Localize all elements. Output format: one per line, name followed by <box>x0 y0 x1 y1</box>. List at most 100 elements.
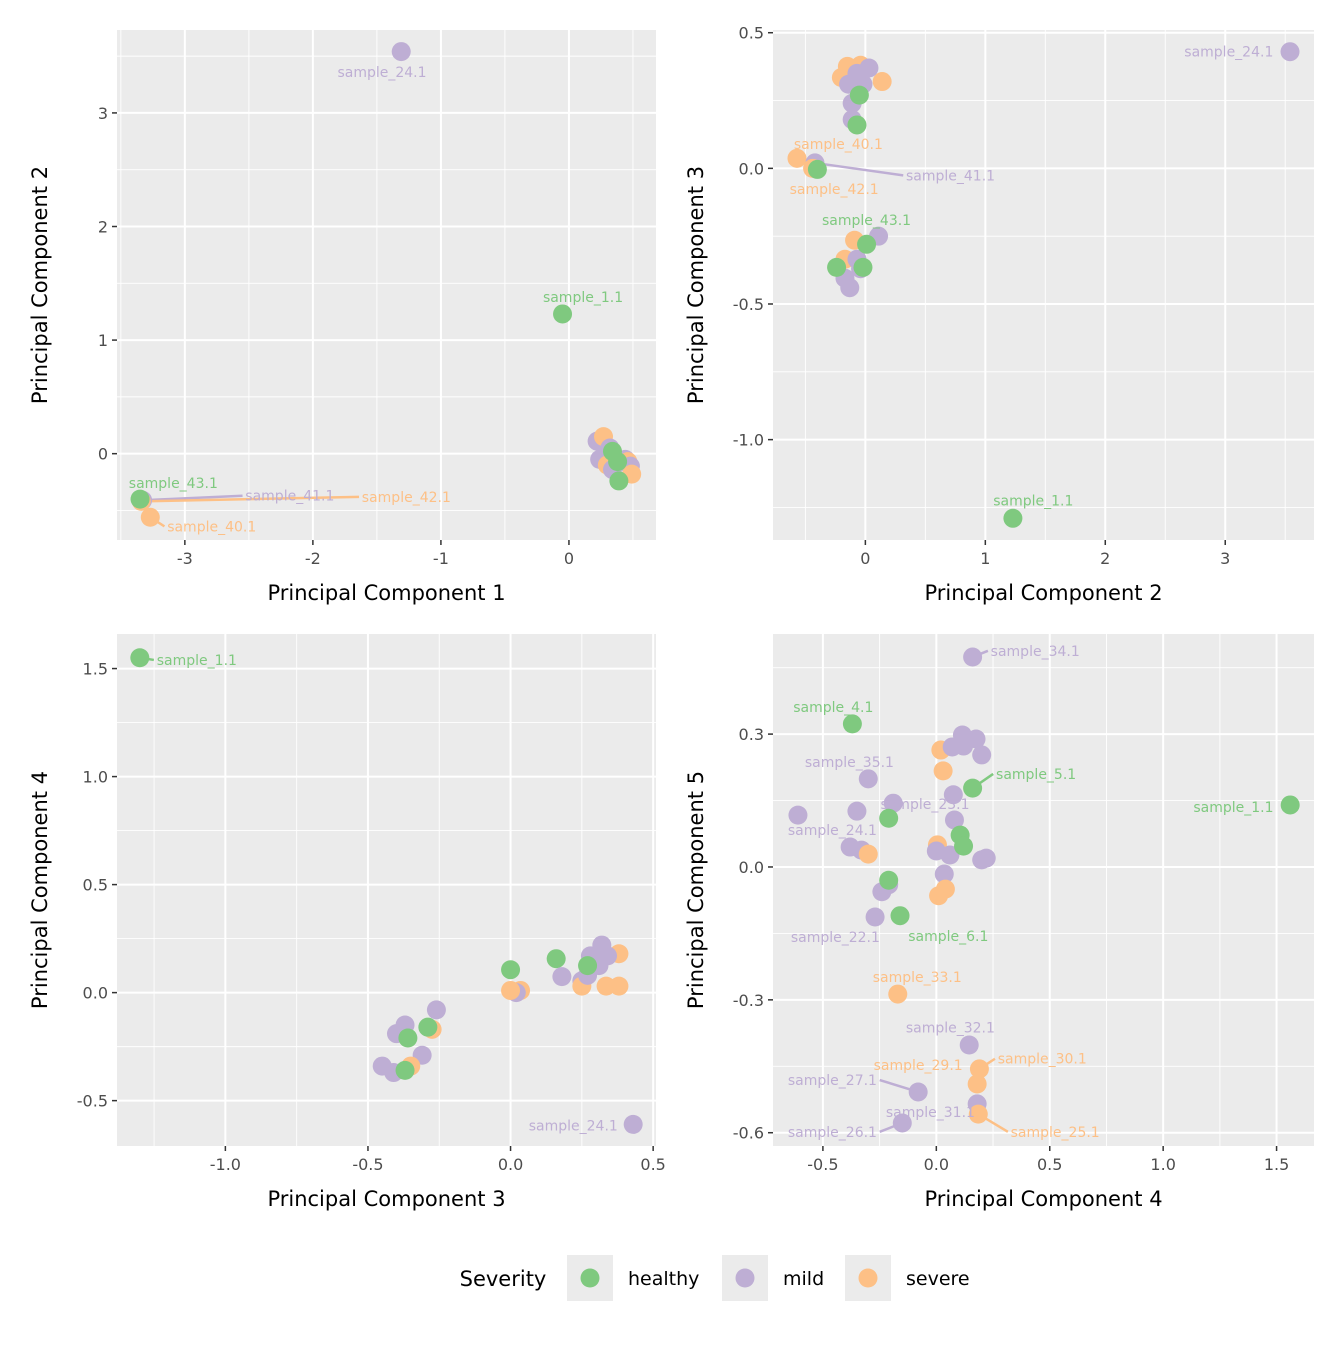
point-healthy[interactable] <box>842 714 862 734</box>
legend-key-healthy <box>580 1268 600 1288</box>
point-severe[interactable] <box>933 761 953 781</box>
point-healthy[interactable] <box>398 1028 418 1048</box>
point-healthy[interactable] <box>395 1060 415 1080</box>
y-tick-label: 1.0 <box>83 768 108 787</box>
point-label: sample_29.1 <box>874 1058 963 1074</box>
point-mild[interactable] <box>966 729 986 749</box>
point-mild[interactable] <box>847 801 867 821</box>
point-label: sample_1.1 <box>543 290 623 306</box>
point-severe[interactable] <box>968 1104 988 1124</box>
point-mild[interactable] <box>840 278 860 298</box>
point-healthy[interactable] <box>130 489 150 509</box>
point-label: sample_5.1 <box>996 767 1076 783</box>
point-mild[interactable] <box>944 810 964 830</box>
x-tick-label: 0 <box>860 549 870 568</box>
point-mild[interactable] <box>883 793 903 813</box>
point-healthy[interactable] <box>849 85 869 105</box>
point-severe[interactable] <box>929 886 949 906</box>
point-healthy[interactable] <box>609 471 629 491</box>
point-mild[interactable] <box>391 42 411 62</box>
point-label: sample_42.1 <box>790 182 879 198</box>
point-label: sample_4.1 <box>793 700 873 716</box>
point-mild[interactable] <box>943 785 963 805</box>
point-label: sample_35.1 <box>805 755 894 771</box>
point-severe[interactable] <box>872 72 892 92</box>
point-healthy[interactable] <box>501 960 521 980</box>
x-tick-label: -2 <box>305 549 321 568</box>
point-healthy[interactable] <box>1280 795 1300 815</box>
y-axis-title: Principal Component 3 <box>684 166 708 404</box>
point-label: sample_26.1 <box>788 1125 877 1141</box>
point-label: sample_24.1 <box>1184 45 1273 61</box>
legend-label: severe <box>906 1268 970 1290</box>
point-label: sample_24.1 <box>337 65 426 81</box>
point-mild[interactable] <box>959 1035 979 1055</box>
legend-item-healthy[interactable]: healthy <box>567 1255 699 1301</box>
label-connector <box>814 161 904 177</box>
point-severe[interactable] <box>140 507 160 527</box>
point-label: sample_27.1 <box>788 1073 877 1089</box>
point-mild[interactable] <box>1280 42 1300 62</box>
y-tick-label: 3 <box>98 104 108 123</box>
point-healthy[interactable] <box>857 234 877 254</box>
x-tick-label: -0.5 <box>352 1155 383 1174</box>
x-tick-label: -1.0 <box>210 1155 241 1174</box>
point-mild[interactable] <box>940 845 960 865</box>
legend-item-mild[interactable]: mild <box>722 1255 824 1301</box>
point-mild[interactable] <box>892 1113 912 1133</box>
point-healthy[interactable] <box>847 115 867 135</box>
point-label: sample_41.1 <box>906 168 995 184</box>
point-healthy[interactable] <box>418 1017 438 1037</box>
x-tick-label: 0.0 <box>498 1155 523 1174</box>
point-severe[interactable] <box>609 976 629 996</box>
point-mild[interactable] <box>908 1082 928 1102</box>
point-healthy[interactable] <box>954 836 974 856</box>
point-healthy[interactable] <box>890 906 910 926</box>
point-healthy[interactable] <box>853 257 873 277</box>
point-severe[interactable] <box>969 1059 989 1079</box>
point-severe[interactable] <box>888 984 908 1004</box>
y-tick-label: 0.0 <box>83 984 108 1003</box>
point-healthy[interactable] <box>879 870 899 890</box>
panel-background <box>773 634 1314 1146</box>
panel-1: -3 -2 -1 0 0 1 2 3 Principal Component 1 Principa… <box>28 30 656 605</box>
point-mild[interactable] <box>976 848 996 868</box>
y-tick-label: 0.3 <box>739 725 764 744</box>
point-healthy[interactable] <box>578 956 598 976</box>
point-label: sample_25.1 <box>1011 1125 1100 1141</box>
x-tick-label: 0.5 <box>640 1155 665 1174</box>
point-label: sample_43.1 <box>129 476 218 492</box>
y-tick-label: 0.0 <box>739 858 764 877</box>
point-severe[interactable] <box>858 844 878 864</box>
point-severe[interactable] <box>501 980 521 1000</box>
point-healthy[interactable] <box>130 648 150 668</box>
point-healthy[interactable] <box>1003 508 1023 528</box>
point-mild[interactable] <box>963 647 983 667</box>
point-mild[interactable] <box>426 1000 446 1020</box>
legend-item-severe[interactable]: severe <box>845 1255 970 1301</box>
point-healthy[interactable] <box>608 452 628 472</box>
point-healthy[interactable] <box>546 949 566 969</box>
label-connector <box>141 495 360 503</box>
point-mild[interactable] <box>972 745 992 765</box>
x-tick-label: -3 <box>177 549 193 568</box>
point-mild[interactable] <box>552 967 572 987</box>
point-mild[interactable] <box>865 907 885 927</box>
point-severe[interactable] <box>967 1074 987 1094</box>
point-healthy[interactable] <box>807 159 827 179</box>
point-mild[interactable] <box>623 1114 643 1134</box>
y-tick-label: 0.5 <box>83 876 108 895</box>
point-healthy[interactable] <box>827 257 847 277</box>
legend-title: Severity <box>460 1267 547 1291</box>
point-mild[interactable] <box>858 769 878 789</box>
point-healthy[interactable] <box>879 808 899 828</box>
point-severe[interactable] <box>787 148 807 168</box>
x-tick-label: 0.0 <box>924 1155 949 1174</box>
point-healthy[interactable] <box>553 304 573 324</box>
point-healthy[interactable] <box>963 778 983 798</box>
x-tick-label: 3 <box>1220 549 1230 568</box>
point-mild[interactable] <box>788 805 808 825</box>
x-axis-title: Principal Component 1 <box>267 581 505 605</box>
x-tick-label: -0.5 <box>807 1155 838 1174</box>
point-mild[interactable] <box>934 864 954 884</box>
